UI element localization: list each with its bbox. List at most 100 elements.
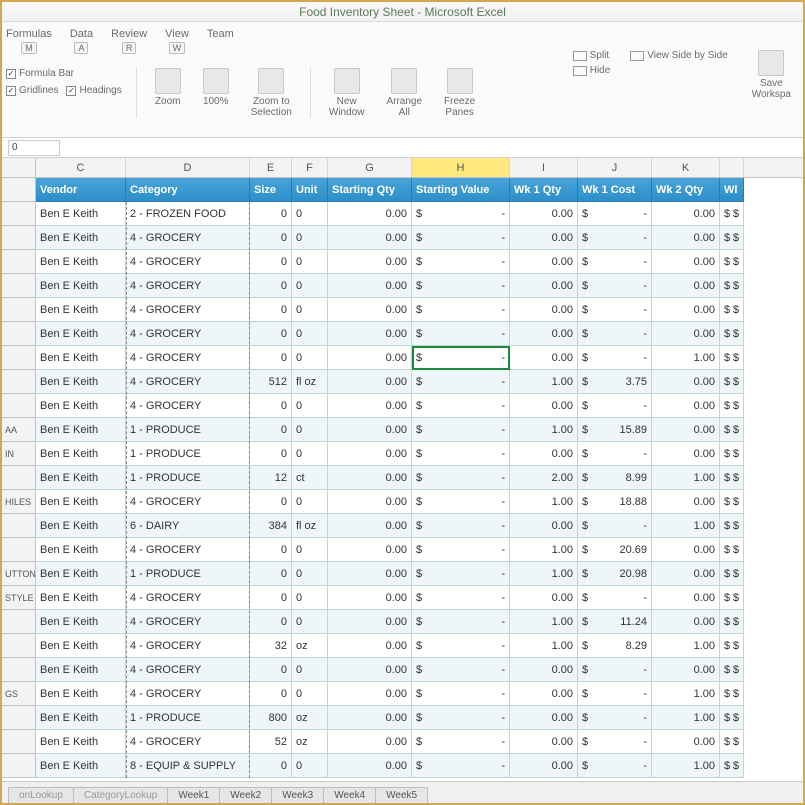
cell[interactable]: 0.00 (652, 442, 720, 466)
cell[interactable]: 0 (250, 586, 292, 610)
cell[interactable]: $- (578, 226, 652, 250)
cell[interactable]: 0 (250, 418, 292, 442)
cell[interactable]: $20.69 (578, 538, 652, 562)
cell[interactable]: $$ (720, 634, 744, 658)
col-header-C[interactable]: C (36, 158, 126, 177)
cell[interactable]: 8 - EQUIP & SUPPLY (126, 754, 250, 778)
cell[interactable]: 0.00 (510, 298, 578, 322)
cell[interactable]: 4 - GROCERY (126, 634, 250, 658)
view-side-by-side-button[interactable]: View Side by Side (630, 50, 727, 61)
cell[interactable]: oz (292, 634, 328, 658)
table-row[interactable]: Ben E Keith4 - GROCERY52oz0.00$-0.00$-0.… (2, 730, 803, 754)
cell[interactable]: Ben E Keith (36, 394, 126, 418)
table-row[interactable]: Ben E Keith4 - GROCERY32oz0.00$-1.00$8.2… (2, 634, 803, 658)
cell[interactable]: 0.00 (510, 394, 578, 418)
cell[interactable]: 0.00 (652, 274, 720, 298)
cell[interactable]: fl oz (292, 514, 328, 538)
cell[interactable]: Ben E Keith (36, 514, 126, 538)
table-row[interactable]: Ben E Keith4 - GROCERY000.00$-1.00$20.69… (2, 538, 803, 562)
cell[interactable]: 4 - GROCERY (126, 682, 250, 706)
cell[interactable]: 0.00 (328, 586, 412, 610)
cell[interactable]: 1.00 (510, 538, 578, 562)
cell[interactable]: Ben E Keith (36, 442, 126, 466)
cell[interactable]: 0.00 (652, 730, 720, 754)
cell[interactable]: $8.29 (578, 634, 652, 658)
cell[interactable]: 0 (250, 202, 292, 226)
cell[interactable]: $- (578, 322, 652, 346)
cell[interactable]: 1.00 (652, 346, 720, 370)
cell[interactable]: Ben E Keith (36, 658, 126, 682)
cell[interactable]: 2 - FROZEN FOOD (126, 202, 250, 226)
cell[interactable]: $- (578, 442, 652, 466)
cell[interactable]: 384 (250, 514, 292, 538)
cell[interactable]: 0.00 (652, 370, 720, 394)
cell[interactable]: 0.00 (652, 322, 720, 346)
sheet-tab[interactable]: Week3 (271, 787, 324, 803)
cell[interactable]: 0 (292, 586, 328, 610)
cell[interactable]: 0.00 (328, 682, 412, 706)
cell[interactable]: $- (578, 250, 652, 274)
cell[interactable]: oz (292, 730, 328, 754)
cell[interactable]: 0.00 (510, 274, 578, 298)
cell[interactable]: 4 - GROCERY (126, 274, 250, 298)
cell[interactable]: Ben E Keith (36, 538, 126, 562)
table-header[interactable]: Starting Qty (328, 178, 412, 202)
cell[interactable]: $- (412, 538, 510, 562)
cell[interactable]: Ben E Keith (36, 466, 126, 490)
table-header[interactable]: Size (250, 178, 292, 202)
save-workspace-button[interactable]: Save Workspa (748, 50, 795, 100)
cell[interactable]: Ben E Keith (36, 250, 126, 274)
cell[interactable]: $- (578, 706, 652, 730)
cell[interactable]: $$ (720, 562, 744, 586)
cell[interactable]: 0 (292, 658, 328, 682)
cell[interactable]: 0 (250, 754, 292, 778)
table-row[interactable]: Ben E Keith2 - FROZEN FOOD000.00$-0.00$-… (2, 202, 803, 226)
cell[interactable]: $- (412, 466, 510, 490)
cell[interactable]: $- (412, 634, 510, 658)
zoom-button[interactable]: Zoom (151, 68, 185, 107)
cell[interactable]: $- (412, 442, 510, 466)
cell[interactable]: $- (412, 754, 510, 778)
table-row[interactable]: INBen E Keith1 - PRODUCE000.00$-0.00$-0.… (2, 442, 803, 466)
cell[interactable]: 32 (250, 634, 292, 658)
table-row[interactable]: AABen E Keith1 - PRODUCE000.00$-1.00$15.… (2, 418, 803, 442)
cell[interactable]: 4 - GROCERY (126, 322, 250, 346)
cell[interactable]: 0.00 (510, 322, 578, 346)
cell[interactable]: 0.00 (328, 490, 412, 514)
cell[interactable]: $- (412, 394, 510, 418)
col-header-G[interactable]: G (328, 158, 412, 177)
col-header-I[interactable]: I (510, 158, 578, 177)
cell[interactable]: $- (578, 514, 652, 538)
cell[interactable]: 0.00 (328, 370, 412, 394)
cell[interactable]: 0.00 (328, 466, 412, 490)
cell[interactable]: 1.00 (652, 682, 720, 706)
cell[interactable]: $- (412, 610, 510, 634)
cell[interactable]: $- (578, 658, 652, 682)
cell[interactable]: Ben E Keith (36, 562, 126, 586)
cell[interactable]: 0.00 (510, 586, 578, 610)
cell[interactable]: 0 (292, 682, 328, 706)
cell[interactable]: 1.00 (510, 634, 578, 658)
sheet-tab[interactable]: Week5 (375, 787, 428, 803)
cell[interactable]: $- (412, 346, 510, 370)
cell[interactable]: 0 (250, 538, 292, 562)
hide-button[interactable]: Hide (573, 65, 611, 76)
cell[interactable]: $- (412, 250, 510, 274)
cell[interactable]: $- (412, 418, 510, 442)
table-row[interactable]: UTTONBen E Keith1 - PRODUCE000.00$-1.00$… (2, 562, 803, 586)
cell[interactable]: 4 - GROCERY (126, 346, 250, 370)
chk-headings[interactable]: ✓Headings (66, 85, 121, 96)
table-row[interactable]: Ben E Keith4 - GROCERY000.00$-1.00$11.24… (2, 610, 803, 634)
cell[interactable]: $- (412, 322, 510, 346)
cell[interactable]: $$ (720, 346, 744, 370)
cell[interactable]: 0 (250, 274, 292, 298)
cell[interactable]: 0.00 (328, 730, 412, 754)
sheet-tab[interactable]: Week1 (167, 787, 220, 803)
cell[interactable]: 0 (250, 442, 292, 466)
cell[interactable]: 0 (250, 226, 292, 250)
cell[interactable]: $$ (720, 370, 744, 394)
cell[interactable]: $- (412, 274, 510, 298)
cell[interactable]: 0.00 (328, 634, 412, 658)
table-row[interactable]: GSBen E Keith4 - GROCERY000.00$-0.00$-1.… (2, 682, 803, 706)
col-header-[interactable] (720, 158, 744, 177)
